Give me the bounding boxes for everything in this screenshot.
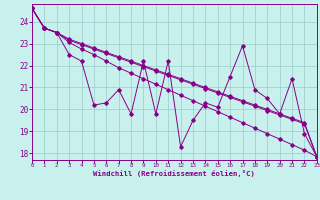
- X-axis label: Windchill (Refroidissement éolien,°C): Windchill (Refroidissement éolien,°C): [93, 170, 255, 177]
